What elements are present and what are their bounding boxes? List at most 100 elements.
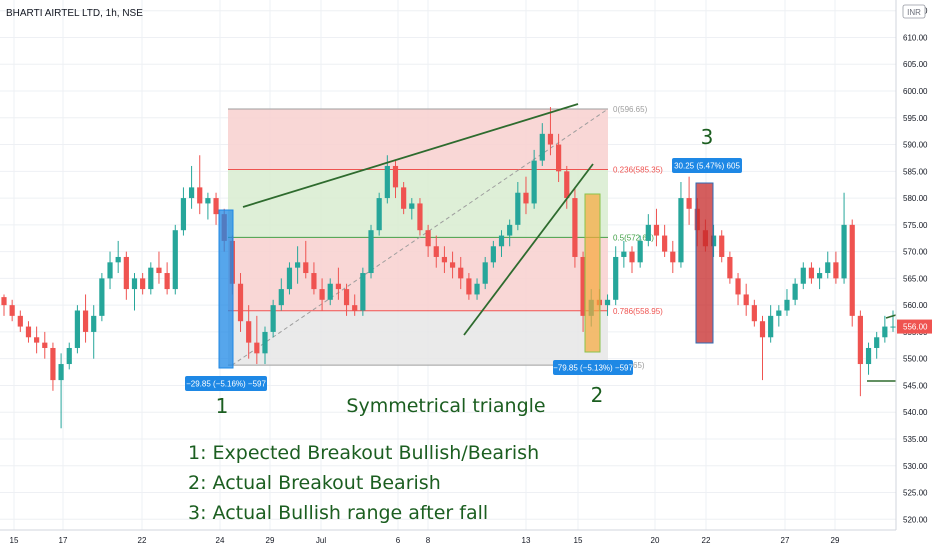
candle-body: [107, 262, 113, 279]
fib-zone[interactable]: [228, 310, 608, 366]
candle-body: [825, 262, 831, 274]
price-tick-label: 565.00: [903, 274, 928, 283]
candle-body: [1, 297, 7, 306]
chart-title: BHARTI AIRTEL LTD, 1h, NSE: [6, 8, 143, 19]
candle-body: [759, 321, 766, 338]
time-tick-label: 22: [138, 536, 147, 545]
candle-body: [686, 198, 692, 209]
fib-level-label: 0(596.65): [613, 105, 648, 114]
price-tick-label: 595.00: [903, 114, 928, 123]
price-tick-label: 600.00: [903, 87, 928, 96]
measure-label-text: −29.85 (−5.16%) −597: [186, 380, 266, 389]
triangle-upper-trendline[interactable]: [242, 103, 579, 208]
drawings[interactable]: −29.85 (−5.16%) −597 −79.85 (−5.13%) −597…: [185, 103, 897, 391]
time-tick-label: 29: [266, 536, 275, 545]
candle-body: [645, 224, 651, 241]
candle-body: [115, 256, 121, 263]
candle-body: [482, 262, 488, 284]
candle-body: [670, 251, 676, 263]
measure-label-box[interactable]: [672, 158, 742, 173]
candle-body: [17, 315, 23, 327]
time-axis-bg: [0, 530, 896, 550]
measure-label-box[interactable]: [185, 376, 267, 391]
candle-body: [42, 342, 48, 348]
candle-body: [629, 251, 635, 263]
candle-body: [498, 235, 505, 247]
candle-body: [531, 160, 537, 204]
candle-body: [278, 289, 284, 306]
candle-body: [719, 235, 725, 257]
price-tick-label: 525.00: [903, 489, 928, 498]
candle-body: [743, 294, 749, 306]
currency-label: INR: [907, 8, 921, 17]
measure-label-text: 30.25 (5.47%) 605: [674, 162, 740, 171]
price-tick-label: 605.00: [903, 60, 928, 69]
candle-body: [123, 256, 129, 290]
resistance-line[interactable]: [885, 314, 897, 319]
candle-body: [507, 224, 513, 236]
measure-box-3[interactable]: [695, 182, 714, 344]
candle-body: [417, 203, 423, 231]
time-tick-label: 24: [216, 536, 225, 545]
triangle-lower-trendline[interactable]: [463, 163, 594, 336]
annotation-number-1: 1: [216, 394, 229, 418]
measure-label-text: −79.85 (−5.13%) −597: [553, 364, 633, 373]
time-tick-label: 17: [59, 536, 68, 545]
pattern-label: Symmetrical triangle: [346, 395, 545, 417]
candle-body: [270, 305, 276, 332]
measure-box-1[interactable]: [218, 209, 234, 369]
time-tick-label: 20: [651, 536, 660, 545]
candle-body: [564, 171, 570, 199]
candle-body: [458, 267, 464, 279]
candle-body: [99, 278, 105, 316]
candle-body: [776, 310, 782, 316]
fibonacci-retracement[interactable]: 0(596.65) 0.236(585.35) 0.5(572.65) 0.786(5…: [228, 105, 663, 370]
currency-badge[interactable]: [902, 4, 926, 19]
measure-box-2[interactable]: [584, 193, 601, 353]
candle-body: [735, 278, 741, 295]
candle-body: [890, 326, 896, 328]
candle-body: [156, 267, 162, 274]
candle-body: [637, 240, 643, 263]
note-line-1: 1: Expected Breakout Bullish/Bearish: [188, 442, 539, 464]
candle-body: [662, 235, 668, 252]
candle-body: [172, 230, 178, 290]
candle-body: [572, 198, 578, 257]
candle-body: [409, 203, 415, 209]
annotation-number-3: 3: [701, 125, 714, 149]
time-tick-label: 8: [426, 536, 431, 545]
time-tick-label: 15: [10, 536, 19, 545]
candle-body: [213, 198, 219, 215]
measure-label-box[interactable]: [553, 360, 633, 375]
candle-body: [286, 267, 293, 290]
candle-body: [466, 278, 472, 295]
price-tick-label: 580.00: [903, 194, 928, 203]
fib-trend-line[interactable]: [231, 108, 609, 366]
time-tick-label: 13: [522, 536, 531, 545]
annotation-number-2: 2: [591, 383, 604, 407]
price-tick-label: 530.00: [903, 462, 928, 471]
fib-level-label: 0.5(572.65): [613, 233, 654, 242]
candle-body: [727, 256, 733, 279]
candle-body: [180, 198, 187, 231]
candle-body: [140, 278, 146, 290]
candle-body: [82, 310, 89, 332]
price-tick-label: 540.00: [903, 408, 928, 417]
price-tick-label: 535.00: [903, 435, 928, 444]
candle-body: [368, 230, 374, 274]
fib-zone[interactable]: [228, 237, 608, 311]
candle-body: [841, 224, 847, 279]
candle-body: [50, 347, 56, 381]
last-price-label: 556.00: [903, 323, 928, 332]
price-axis-bg: [896, 0, 932, 550]
candle-body: [523, 192, 529, 204]
candle-body: [376, 198, 382, 231]
candle-body: [311, 273, 317, 290]
fib-level-label: 65): [633, 361, 645, 370]
candle-body: [58, 364, 64, 381]
candle-body: [857, 315, 863, 365]
candle-body: [653, 224, 660, 236]
candle-body: [539, 133, 545, 161]
